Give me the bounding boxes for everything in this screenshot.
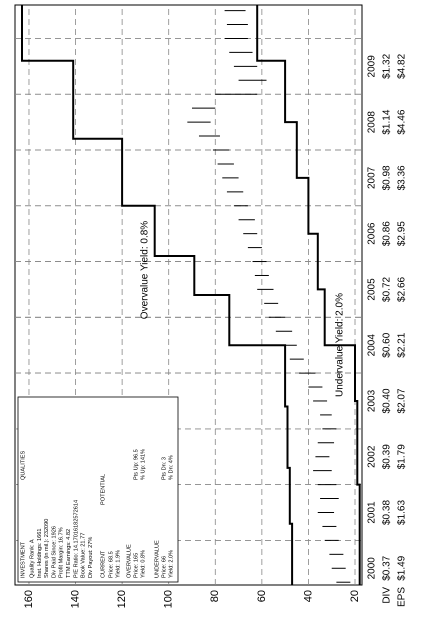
div-label: $1.32: [382, 53, 393, 78]
rotated-chart: 20 40 60 80 100 120 140 160 2000 $0.37 $1.49 2001 $0…: [14, 4, 408, 608]
year-label: 2009: [367, 55, 378, 78]
y-tick-label: 160: [23, 590, 35, 608]
info-text: OVERVALUE: [126, 544, 132, 578]
info-text: Pts Dn: 3: [161, 457, 167, 480]
annotation: Overvalue Yield: 0.8%: [140, 221, 151, 319]
y-tick-label: 80: [209, 590, 221, 602]
eps-row-title: EPS: [397, 587, 408, 607]
eps-label: $1.79: [397, 444, 408, 469]
div-label: $0.86: [382, 221, 393, 246]
year-label: 2006: [367, 222, 378, 245]
eps-label: $2.95: [397, 221, 408, 246]
info-text: Price: 165: [133, 553, 139, 578]
eps-label: $2.07: [397, 388, 408, 413]
eps-label: $1.63: [397, 500, 408, 525]
y-tick-label: 60: [256, 590, 268, 602]
info-text: % Dn: 4%: [168, 455, 174, 480]
info-text: INVESTMENT: [20, 541, 26, 578]
info-text: Price: 66: [161, 556, 167, 578]
info-text: TTM Earnings: 4.82: [66, 529, 72, 578]
plot-frame: [14, 4, 363, 586]
info-text: Yield: 2.0%: [168, 550, 174, 578]
year-label: 2000: [367, 557, 378, 580]
info-text: Pts Up: 96.5: [133, 449, 139, 480]
eps-label: $2.66: [397, 276, 408, 301]
div-label: $0.72: [382, 276, 393, 301]
y-tick-label: 40: [302, 590, 314, 602]
info-text: Shares (in mil.): 232090: [44, 519, 50, 578]
year-label: 2008: [367, 111, 378, 134]
y-tick-label: 20: [349, 590, 361, 602]
year-label: 2004: [367, 334, 378, 357]
y-tick-label: 120: [116, 590, 128, 608]
y-tick-label: 100: [163, 590, 175, 608]
info-text: Inst. Holdings: 1661: [37, 529, 43, 578]
info-text: Yield: 1.9%: [115, 550, 121, 578]
info-text: Quality Rank: A: [29, 539, 35, 578]
info-text: CURRENT: [100, 550, 106, 578]
div-label: $0.37: [382, 555, 393, 580]
value-step-line: [21, 5, 294, 585]
annotation: Undervalue Yield: 2.0%: [335, 293, 346, 397]
info-box: [17, 396, 179, 583]
eps-label: $4.82: [397, 53, 408, 78]
info-text: Div Paid Since: 1926: [51, 526, 57, 578]
info-text: % Up: 141%: [140, 449, 146, 480]
year-label: 2001: [367, 501, 378, 524]
info-text: Profit Margin: 16.7%: [59, 527, 65, 578]
info-text: Yield: 0.8%: [140, 550, 146, 578]
eps-label: $1.49: [397, 555, 408, 580]
div-label: $0.40: [382, 388, 393, 413]
year-label: 2005: [367, 278, 378, 301]
info-text: QUALITIES: [20, 451, 26, 480]
info-text: Div Payout: 27%: [88, 537, 94, 578]
info-text: POTENTIAL: [100, 474, 106, 505]
div-label: $1.14: [382, 109, 393, 134]
div-label: $0.38: [382, 500, 393, 525]
info-text: Book Value: 21.77: [81, 533, 87, 578]
info-text: UNDERVALUE: [154, 540, 160, 578]
div-label: $0.60: [382, 332, 393, 357]
y-tick-label: 140: [69, 590, 81, 608]
info-text: Price: 68.5: [108, 551, 114, 578]
info-text: P/E Ratio: 14.17016182572614: [73, 500, 79, 578]
eps-label: $3.36: [397, 165, 408, 190]
div-row-title: DIV: [382, 587, 393, 604]
value-step-line: [256, 5, 361, 585]
year-label: 2002: [367, 445, 378, 468]
year-label: 2003: [367, 389, 378, 412]
eps-label: $4.46: [397, 109, 408, 134]
year-label: 2007: [367, 166, 378, 189]
eps-label: $2.21: [397, 332, 408, 357]
div-label: $0.39: [382, 444, 393, 469]
div-label: $0.98: [382, 165, 393, 190]
